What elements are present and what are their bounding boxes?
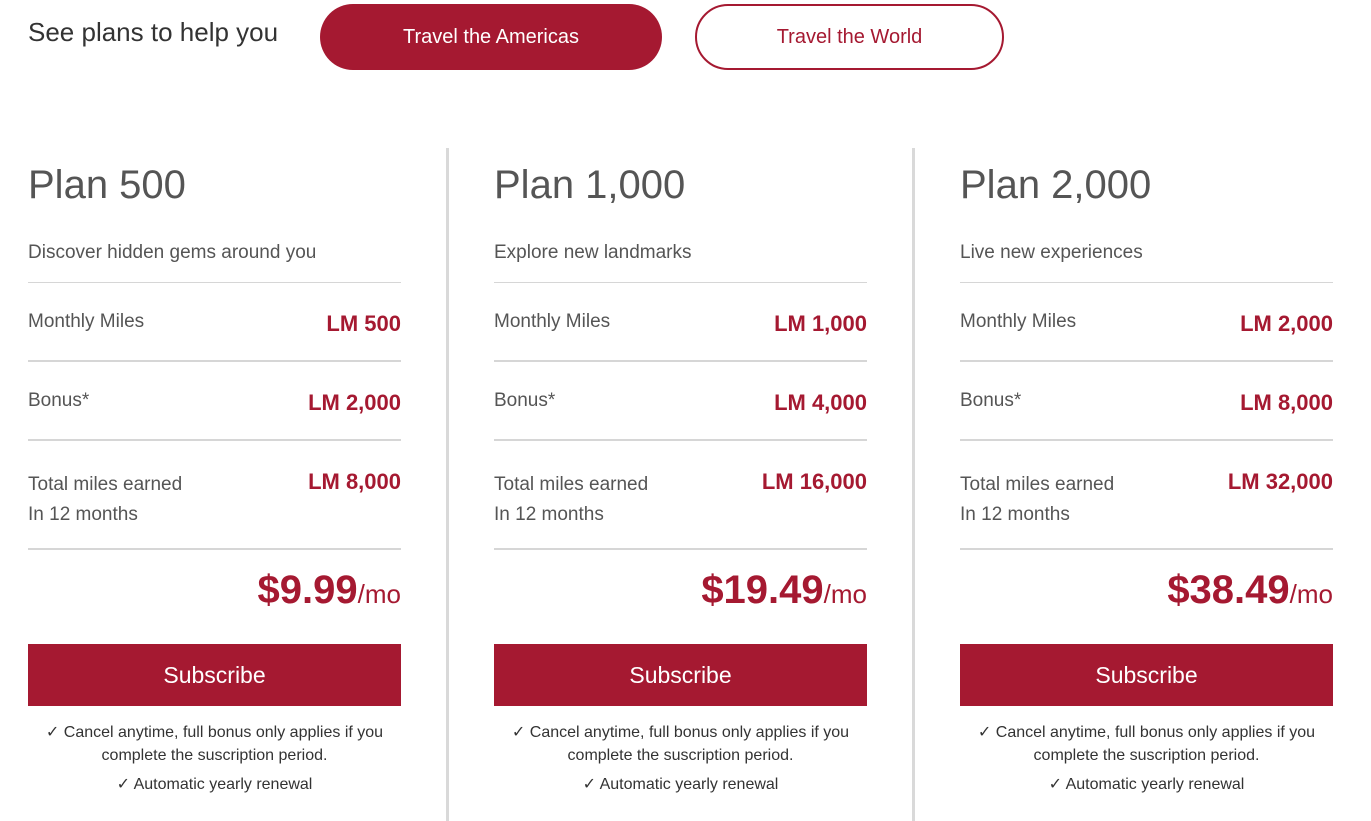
subscribe-button[interactable]: Subscribe: [28, 644, 401, 706]
total-miles-label: Total miles earned: [960, 474, 1115, 495]
total-miles-value: LM 16,000: [761, 469, 867, 494]
total-miles-label: Total miles earned: [28, 474, 183, 495]
monthly-miles-value: LM 500: [326, 311, 401, 336]
price-amount: $9.99: [257, 568, 358, 612]
price-period: /mo: [823, 579, 867, 609]
bonus-label: Bonus*: [28, 390, 90, 411]
total-miles-value: LM 32,000: [1227, 469, 1333, 494]
total-miles-label: Total miles earned: [494, 474, 649, 495]
bonus-row: Bonus* LM 2,000: [28, 362, 401, 441]
price-period: /mo: [357, 579, 401, 609]
tab-travel-world[interactable]: Travel the World: [695, 4, 1004, 70]
total-miles-row: Total miles earned In 12 months LM 16,000: [494, 441, 867, 550]
cancel-note: ✓ Cancel anytime, full bonus only applie…: [977, 724, 1316, 764]
bonus-row: Bonus* LM 8,000: [960, 362, 1333, 441]
total-miles-sublabel: In 12 months: [28, 504, 138, 525]
monthly-miles-value: LM 2,000: [1240, 311, 1333, 336]
bonus-row: Bonus* LM 4,000: [494, 362, 867, 441]
plan-title: Plan 1,000: [494, 163, 686, 207]
monthly-miles-label: Monthly Miles: [28, 311, 145, 332]
bonus-label: Bonus*: [494, 390, 556, 411]
total-miles-row: Total miles earned In 12 months LM 32,000: [960, 441, 1333, 550]
cancel-note: ✓ Cancel anytime, full bonus only applie…: [45, 724, 384, 764]
monthly-miles-value: LM 1,000: [774, 311, 867, 336]
plan-card: Plan 1,000 Explore new landmarks Monthly…: [494, 160, 867, 794]
monthly-miles-row: Monthly Miles LM 1,000: [494, 283, 867, 362]
bonus-value: LM 2,000: [308, 390, 401, 415]
plan-subtitle: Explore new landmarks: [494, 240, 867, 283]
plan-card: Plan 2,000 Live new experiences Monthly …: [960, 160, 1333, 794]
monthly-miles-label: Monthly Miles: [960, 311, 1077, 332]
plan-subtitle: Discover hidden gems around you: [28, 240, 401, 283]
total-miles-sublabel: In 12 months: [960, 504, 1070, 525]
tab-travel-americas[interactable]: Travel the Americas: [320, 4, 662, 70]
renewal-note: ✓ Automatic yearly renewal: [582, 776, 779, 793]
column-divider: [446, 148, 449, 821]
total-miles-value: LM 8,000: [308, 469, 401, 494]
bonus-label: Bonus*: [960, 390, 1022, 411]
price-amount: $38.49: [1167, 568, 1290, 612]
intro-text: See plans to help you: [28, 17, 279, 47]
subscribe-button[interactable]: Subscribe: [960, 644, 1333, 706]
renewal-note: ✓ Automatic yearly renewal: [116, 776, 313, 793]
price-amount: $19.49: [701, 568, 824, 612]
renewal-note: ✓ Automatic yearly renewal: [1048, 776, 1245, 793]
price: $19.49/mo: [494, 568, 867, 614]
plan-title: Plan 2,000: [960, 163, 1152, 207]
plan-card: Plan 500 Discover hidden gems around you…: [28, 160, 401, 794]
monthly-miles-row: Monthly Miles LM 2,000: [960, 283, 1333, 362]
monthly-miles-row: Monthly Miles LM 500: [28, 283, 401, 362]
price: $38.49/mo: [960, 568, 1333, 614]
plan-subtitle: Live new experiences: [960, 240, 1333, 283]
price-period: /mo: [1289, 579, 1333, 609]
subscribe-button[interactable]: Subscribe: [494, 644, 867, 706]
column-divider: [912, 148, 915, 821]
plan-title: Plan 500: [28, 163, 186, 207]
bonus-value: LM 4,000: [774, 390, 867, 415]
bonus-value: LM 8,000: [1240, 390, 1333, 415]
total-miles-row: Total miles earned In 12 months LM 8,000: [28, 441, 401, 550]
monthly-miles-label: Monthly Miles: [494, 311, 611, 332]
total-miles-sublabel: In 12 months: [494, 504, 604, 525]
price: $9.99/mo: [28, 568, 401, 614]
cancel-note: ✓ Cancel anytime, full bonus only applie…: [511, 724, 850, 764]
